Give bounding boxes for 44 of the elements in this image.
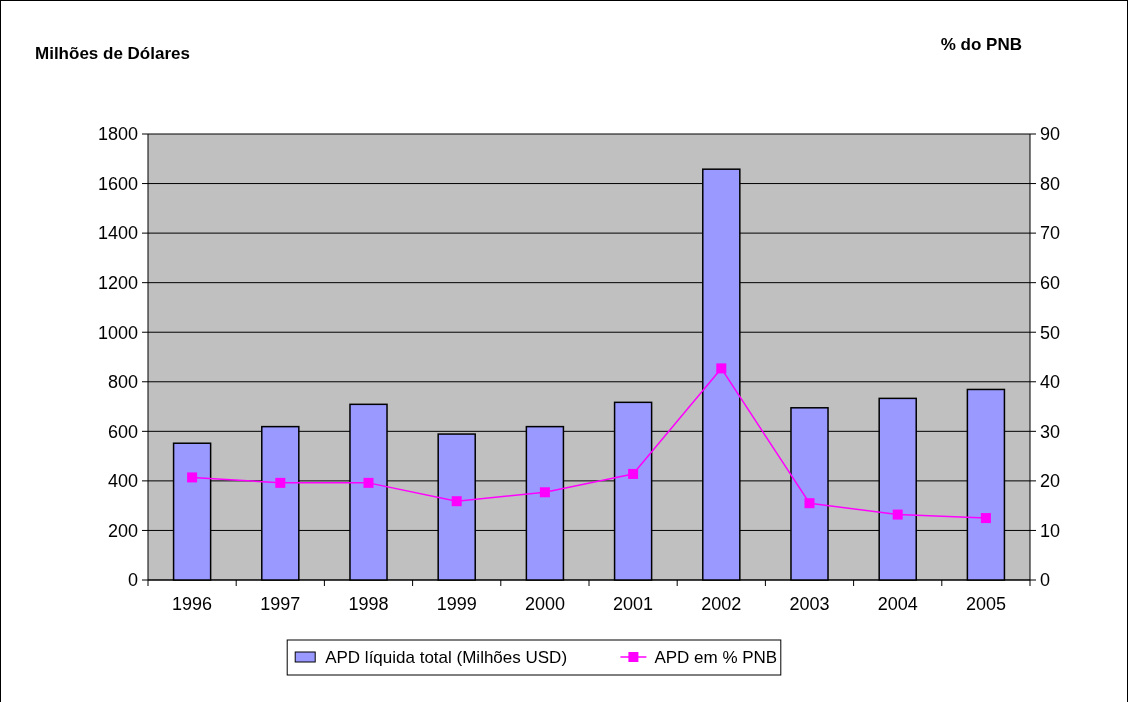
x-tick-label: 1999 (436, 594, 477, 614)
y2-tick-label: 40 (1040, 372, 1061, 393)
point (716, 363, 727, 374)
point (187, 472, 198, 483)
y2-tick-label: 0 (1040, 570, 1051, 591)
legend-label: APD líquida total (Milhões USD) (325, 648, 568, 667)
x-tick-label: 2004 (877, 594, 918, 614)
point (804, 498, 815, 509)
y-tick-label: 200 (107, 520, 138, 541)
point (451, 496, 462, 507)
y-tick-label: 1800 (97, 124, 138, 145)
point (539, 487, 550, 498)
x-tick-label: 2002 (701, 594, 742, 614)
y-tick-label: 1200 (97, 272, 138, 293)
y2-tick-label: 20 (1040, 471, 1061, 492)
point (980, 513, 991, 524)
y-axis-title: Milhões de Dólares (35, 44, 190, 63)
y-tick-label: 1400 (97, 223, 138, 244)
y-tick-label: 0 (127, 570, 138, 591)
legend-label: APD em % PNB (654, 648, 778, 667)
y2-tick-label: 30 (1040, 421, 1061, 442)
y-tick-label: 800 (107, 372, 138, 393)
x-tick-label: 2000 (524, 594, 565, 614)
y2-axis-title: % do PNB (940, 35, 1022, 54)
x-tick-label: 1997 (260, 594, 301, 614)
point (363, 477, 374, 488)
y-tick-label: 1000 (97, 322, 138, 343)
y-tick-label: 1600 (97, 173, 138, 194)
y2-tick-label: 80 (1040, 173, 1061, 194)
y2-tick-label: 10 (1040, 520, 1061, 541)
y2-tick-label: 90 (1040, 124, 1061, 145)
x-tick-label: 2001 (613, 594, 654, 614)
x-tick-label: 1998 (348, 594, 389, 614)
y2-tick-label: 60 (1040, 272, 1061, 293)
point (628, 468, 639, 479)
point (275, 477, 286, 488)
y2-tick-label: 50 (1040, 322, 1061, 343)
point (892, 509, 903, 520)
x-tick-label: 2005 (965, 594, 1006, 614)
y2-tick-label: 70 (1040, 223, 1061, 244)
x-tick-label: 1996 (172, 594, 213, 614)
y-tick-label: 400 (107, 471, 138, 492)
y-tick-label: 600 (107, 421, 138, 442)
x-tick-label: 2003 (789, 594, 830, 614)
